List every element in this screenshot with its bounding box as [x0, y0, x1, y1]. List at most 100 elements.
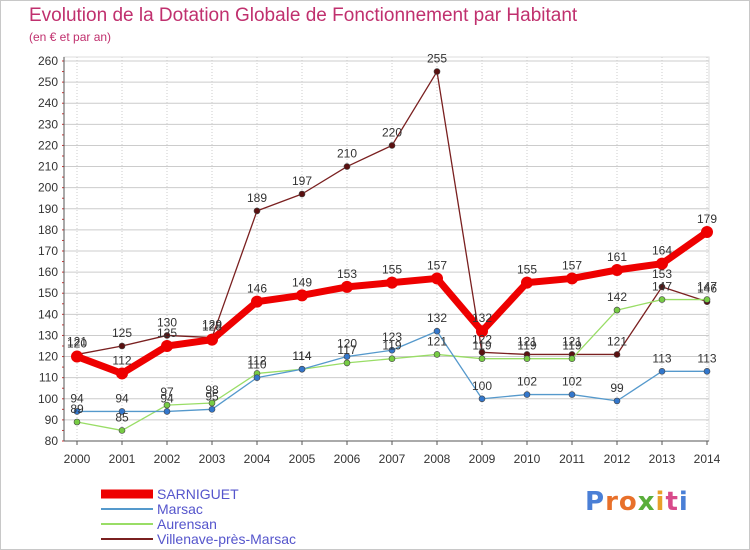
data-label: 119 — [472, 339, 491, 353]
data-label: 123 — [382, 330, 402, 344]
x-tick-label: 2006 — [334, 452, 361, 466]
data-label: 125 — [112, 326, 132, 340]
data-point — [478, 395, 486, 403]
data-label: 121 — [427, 334, 447, 348]
data-label: 117 — [337, 343, 356, 357]
data-label: 142 — [607, 290, 627, 304]
data-label: 164 — [652, 244, 672, 258]
data-point — [71, 350, 83, 363]
x-tick-label: 2009 — [469, 452, 496, 466]
y-tick-label: 110 — [39, 371, 58, 385]
data-point — [298, 365, 306, 373]
data-label: 119 — [382, 339, 401, 353]
data-label: 89 — [70, 402, 84, 416]
y-tick-label: 140 — [38, 307, 58, 321]
data-label: 128 — [202, 320, 222, 334]
data-point — [341, 280, 353, 293]
data-label: 120 — [337, 337, 357, 351]
y-tick-label: 90 — [45, 413, 59, 427]
data-label: 179 — [697, 212, 717, 226]
y-tick-label: 100 — [38, 392, 58, 406]
data-label: 210 — [337, 147, 357, 161]
data-label: 255 — [427, 52, 447, 66]
data-label: 99 — [610, 381, 624, 395]
data-label: 100 — [472, 379, 492, 393]
x-tick-label: 2004 — [244, 452, 271, 466]
data-point — [611, 264, 623, 276]
data-label: 94 — [115, 391, 129, 405]
data-point — [523, 355, 531, 362]
y-tick-label: 200 — [38, 181, 58, 195]
data-label: 119 — [517, 339, 536, 353]
data-label: 121 — [562, 334, 582, 348]
legend-label: Villenave-près-Marsac — [157, 531, 296, 547]
x-tick-label: 2001 — [109, 452, 136, 466]
data-point — [433, 351, 441, 358]
data-label: 120 — [67, 337, 87, 351]
data-label: 147 — [697, 280, 717, 294]
data-point — [161, 340, 173, 352]
y-tick-label: 190 — [38, 202, 58, 216]
data-point — [703, 296, 711, 303]
data-point — [388, 142, 396, 149]
data-label: 112 — [112, 353, 131, 367]
data-label: 157 — [562, 258, 582, 272]
data-point — [658, 296, 666, 303]
data-label: 112 — [247, 353, 266, 367]
data-label: 121 — [607, 334, 627, 348]
legend-label: Marsac — [157, 501, 203, 517]
data-point — [118, 342, 126, 350]
data-point — [523, 391, 531, 398]
data-point — [613, 351, 621, 358]
y-tick-label: 240 — [38, 96, 58, 110]
proxiti-logo: Proxiti — [585, 487, 689, 517]
data-point — [701, 226, 713, 238]
data-point — [433, 327, 441, 335]
logo-letter: x — [637, 487, 656, 517]
x-tick-label: 2012 — [604, 452, 631, 466]
data-label: 132 — [427, 311, 447, 325]
data-point — [431, 272, 443, 285]
data-label: 122 — [472, 332, 492, 346]
x-tick-label: 2008 — [424, 452, 451, 466]
chart-subtitle: (en € et par an) — [29, 30, 112, 44]
data-point — [658, 283, 666, 291]
data-point — [388, 346, 396, 354]
data-label: 97 — [160, 385, 174, 399]
data-point — [386, 276, 398, 289]
data-point — [163, 408, 171, 415]
x-tick-label: 2005 — [289, 452, 316, 466]
data-point — [478, 355, 486, 362]
data-label: 157 — [427, 258, 447, 272]
y-tick-label: 220 — [38, 138, 58, 152]
data-point — [118, 427, 126, 434]
data-label: 121 — [517, 334, 537, 348]
data-point — [703, 368, 711, 375]
x-tick-label: 2002 — [154, 452, 181, 466]
data-label: 119 — [562, 339, 581, 353]
data-label: 102 — [562, 375, 582, 389]
y-tick-label: 170 — [38, 244, 58, 258]
x-tick-label: 2000 — [64, 452, 91, 466]
data-point — [478, 349, 486, 356]
data-point — [568, 391, 576, 398]
data-label: 129 — [202, 318, 222, 332]
data-label: 149 — [292, 275, 312, 289]
data-point — [118, 408, 126, 415]
data-point — [658, 368, 666, 375]
y-tick-label: 250 — [38, 75, 58, 89]
y-tick-label: 120 — [38, 350, 58, 364]
x-tick-label: 2007 — [379, 452, 406, 466]
data-point — [656, 257, 668, 270]
data-label: 110 — [247, 358, 266, 372]
legend-label: Aurensan — [157, 516, 217, 532]
data-label: 85 — [115, 410, 129, 424]
data-point — [208, 406, 216, 413]
data-point — [343, 163, 351, 170]
x-tick-label: 2003 — [199, 452, 226, 466]
data-point — [73, 418, 81, 426]
data-point — [433, 68, 441, 75]
x-tick-label: 2011 — [559, 452, 585, 466]
